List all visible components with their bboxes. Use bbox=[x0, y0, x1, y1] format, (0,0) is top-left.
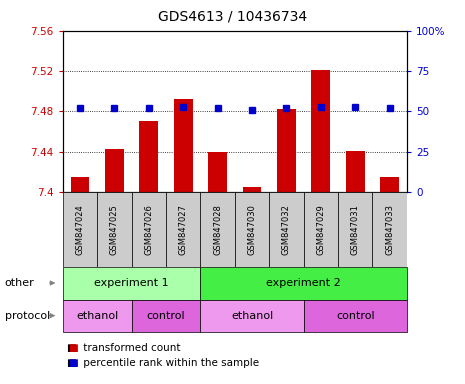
Text: experiment 1: experiment 1 bbox=[94, 278, 169, 288]
Bar bbox=[97, 192, 132, 267]
Bar bbox=[277, 109, 296, 192]
Bar bbox=[166, 192, 200, 267]
Text: GSM847029: GSM847029 bbox=[316, 204, 326, 255]
Bar bbox=[346, 151, 365, 192]
Text: ethanol: ethanol bbox=[231, 311, 273, 321]
Text: GSM847032: GSM847032 bbox=[282, 204, 291, 255]
Text: GSM847026: GSM847026 bbox=[144, 204, 153, 255]
Text: ■  transformed count: ■ transformed count bbox=[67, 343, 181, 353]
Text: GSM847031: GSM847031 bbox=[351, 204, 360, 255]
Bar bbox=[243, 187, 261, 192]
Bar bbox=[132, 192, 166, 267]
Bar bbox=[174, 99, 193, 192]
Text: GSM847025: GSM847025 bbox=[110, 204, 119, 255]
Bar bbox=[380, 177, 399, 192]
Text: GSM847030: GSM847030 bbox=[247, 204, 257, 255]
Bar bbox=[63, 267, 200, 300]
Bar bbox=[269, 192, 304, 267]
Text: GDS4613 / 10436734: GDS4613 / 10436734 bbox=[158, 10, 307, 23]
Bar bbox=[105, 149, 124, 192]
Text: ethanol: ethanol bbox=[76, 311, 118, 321]
Bar bbox=[208, 152, 227, 192]
Bar bbox=[200, 300, 304, 332]
Text: experiment 2: experiment 2 bbox=[266, 278, 341, 288]
Bar bbox=[200, 192, 235, 267]
Bar bbox=[338, 192, 372, 267]
Text: ■: ■ bbox=[68, 343, 78, 353]
Bar bbox=[71, 177, 89, 192]
Bar bbox=[235, 192, 269, 267]
Text: GSM847024: GSM847024 bbox=[75, 204, 85, 255]
Text: GSM847028: GSM847028 bbox=[213, 204, 222, 255]
Bar bbox=[63, 300, 132, 332]
Text: GSM847027: GSM847027 bbox=[179, 204, 188, 255]
Text: control: control bbox=[336, 311, 375, 321]
Bar bbox=[63, 192, 97, 267]
Text: ■  percentile rank within the sample: ■ percentile rank within the sample bbox=[67, 358, 259, 368]
Bar bbox=[372, 192, 407, 267]
Bar bbox=[304, 192, 338, 267]
Bar bbox=[140, 121, 158, 192]
Text: other: other bbox=[5, 278, 34, 288]
Text: protocol: protocol bbox=[5, 311, 50, 321]
Text: control: control bbox=[146, 311, 186, 321]
Bar bbox=[132, 300, 200, 332]
Text: GSM847033: GSM847033 bbox=[385, 204, 394, 255]
Bar bbox=[304, 300, 407, 332]
Text: ■: ■ bbox=[68, 358, 78, 368]
Bar bbox=[312, 70, 330, 192]
Bar bbox=[200, 267, 407, 300]
